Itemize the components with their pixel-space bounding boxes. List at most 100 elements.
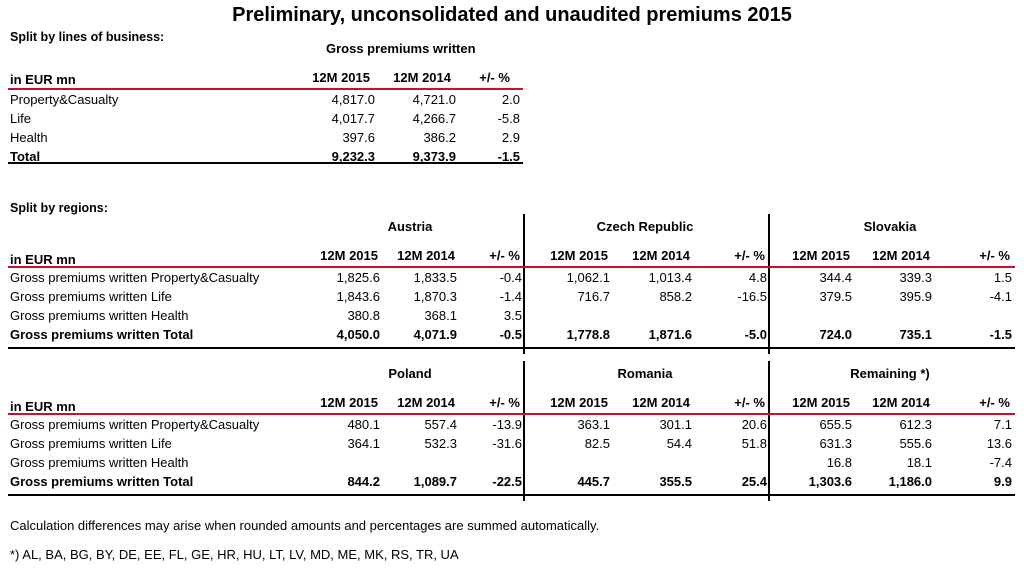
region-cell: 82.5 (584, 436, 610, 451)
region-cell: 1.5 (993, 270, 1012, 285)
lob-cell: 397.6 (342, 130, 375, 145)
lob-row-label: Total (10, 149, 41, 164)
region-col-header: +/- % (734, 248, 765, 263)
region-cell: 380.8 (347, 308, 380, 323)
region-cell: 363.1 (577, 417, 610, 432)
region-group-header: Austria (387, 219, 433, 234)
region-header-rule (8, 266, 1015, 268)
lob-cell: 2.0 (501, 92, 520, 107)
region-group-header: Poland (388, 366, 432, 381)
region-unit-label: in EUR mn (10, 252, 76, 267)
region-col-header: +/- % (489, 248, 520, 263)
region-col-header: 12M 2015 (320, 248, 378, 263)
region-cell: 844.2 (347, 474, 380, 489)
region-cell: 7.1 (993, 417, 1012, 432)
region-row-label: Gross premiums written Life (10, 436, 172, 451)
region-row-label: Gross premiums written Property&Casualty (10, 417, 260, 432)
region-col-header: 12M 2014 (872, 395, 930, 410)
region-total-rule (8, 494, 1015, 496)
region-col-header: 12M 2015 (792, 248, 850, 263)
region-cell: -1.5 (989, 327, 1012, 342)
region-cell: -13.9 (492, 417, 522, 432)
region-total-rule (8, 347, 1015, 349)
lob-group-header: Gross premiums written (326, 41, 476, 56)
lob-cell: 9,232.3 (331, 149, 375, 164)
region-cell: 612.3 (899, 417, 932, 432)
region-cell: -0.4 (499, 270, 522, 285)
region-cell: 557.4 (424, 417, 457, 432)
region-cell: -1.4 (499, 289, 522, 304)
region-cell: 344.4 (819, 270, 852, 285)
region-cell: -16.5 (737, 289, 767, 304)
region-col-header: +/- % (979, 395, 1010, 410)
region-cell: 4,050.0 (336, 327, 380, 342)
region-cell: 1,871.6 (648, 327, 692, 342)
region-col-header: +/- % (979, 248, 1010, 263)
region-cell: 445.7 (577, 474, 610, 489)
region-cell: 20.6 (741, 417, 767, 432)
region-col-header: 12M 2015 (320, 395, 378, 410)
region-cell: 3.5 (503, 308, 522, 323)
region-row-label: Gross premiums written Total (10, 327, 194, 342)
report-title: Preliminary, unconsolidated and unaudite… (232, 4, 792, 26)
region-unit-label: in EUR mn (10, 399, 76, 414)
column-separator (768, 214, 770, 354)
region-cell: 655.5 (819, 417, 852, 432)
lob-total-rule (8, 162, 523, 164)
region-cell: -7.4 (989, 455, 1012, 470)
column-separator (523, 361, 525, 501)
lob-col-header: 12M 2014 (393, 70, 451, 85)
region-cell: -0.5 (499, 327, 522, 342)
lob-unit-label: in EUR mn (10, 72, 76, 87)
region-cell: 1,089.7 (413, 474, 457, 489)
lob-row-label: Life (10, 111, 31, 126)
region-cell: 379.5 (819, 289, 852, 304)
region-col-header: 12M 2015 (550, 248, 608, 263)
region-group-header: Remaining *) (850, 366, 930, 381)
lob-header-rule (8, 88, 523, 90)
region-col-header: 12M 2014 (397, 248, 455, 263)
region-cell: 301.1 (659, 417, 692, 432)
column-separator (768, 361, 770, 501)
region-cell: 724.0 (819, 327, 852, 342)
region-cell: 54.4 (666, 436, 692, 451)
lob-col-header: 12M 2015 (312, 70, 370, 85)
region-cell: -22.5 (492, 474, 522, 489)
region-row-label: Gross premiums written Health (10, 455, 189, 470)
lob-cell: 2.9 (501, 130, 520, 145)
region-cell: 1,843.6 (336, 289, 380, 304)
region-cell: 631.3 (819, 436, 852, 451)
lob-cell: 9,373.9 (412, 149, 456, 164)
region-row-label: Gross premiums written Property&Casualty (10, 270, 260, 285)
region-cell: 9.9 (993, 474, 1012, 489)
footnote-rounding: Calculation differences may arise when r… (10, 518, 600, 533)
region-cell: 1,062.1 (566, 270, 610, 285)
region-cell: 395.9 (899, 289, 932, 304)
region-cell: -31.6 (492, 436, 522, 451)
region-cell: 4.8 (748, 270, 767, 285)
region-row-label: Gross premiums written Health (10, 308, 189, 323)
region-cell: 735.1 (899, 327, 932, 342)
region-cell: 1,303.6 (808, 474, 852, 489)
region-cell: 1,825.6 (336, 270, 380, 285)
region-cell: 1,870.3 (413, 289, 457, 304)
lob-cell: 4,266.7 (412, 111, 456, 126)
region-cell: 355.5 (659, 474, 692, 489)
region-cell: 16.8 (826, 455, 852, 470)
region-col-header: 12M 2014 (872, 248, 930, 263)
region-header-rule (8, 413, 1015, 415)
lob-cell: 4,017.7 (331, 111, 375, 126)
region-cell: 1,186.0 (888, 474, 932, 489)
region-cell: 532.3 (424, 436, 457, 451)
lob-cell: 4,721.0 (412, 92, 456, 107)
region-cell: 13.6 (986, 436, 1012, 451)
lob-cell: -5.8 (497, 111, 520, 126)
region-group-header: Romania (617, 366, 673, 381)
region-group-header: Slovakia (863, 219, 917, 234)
lob-col-header: +/- % (479, 70, 510, 85)
region-col-header: 12M 2015 (792, 395, 850, 410)
region-cell: 339.3 (899, 270, 932, 285)
region-col-header: 12M 2014 (632, 395, 690, 410)
lob-cell: 386.2 (423, 130, 456, 145)
region-row-label: Gross premiums written Life (10, 289, 172, 304)
